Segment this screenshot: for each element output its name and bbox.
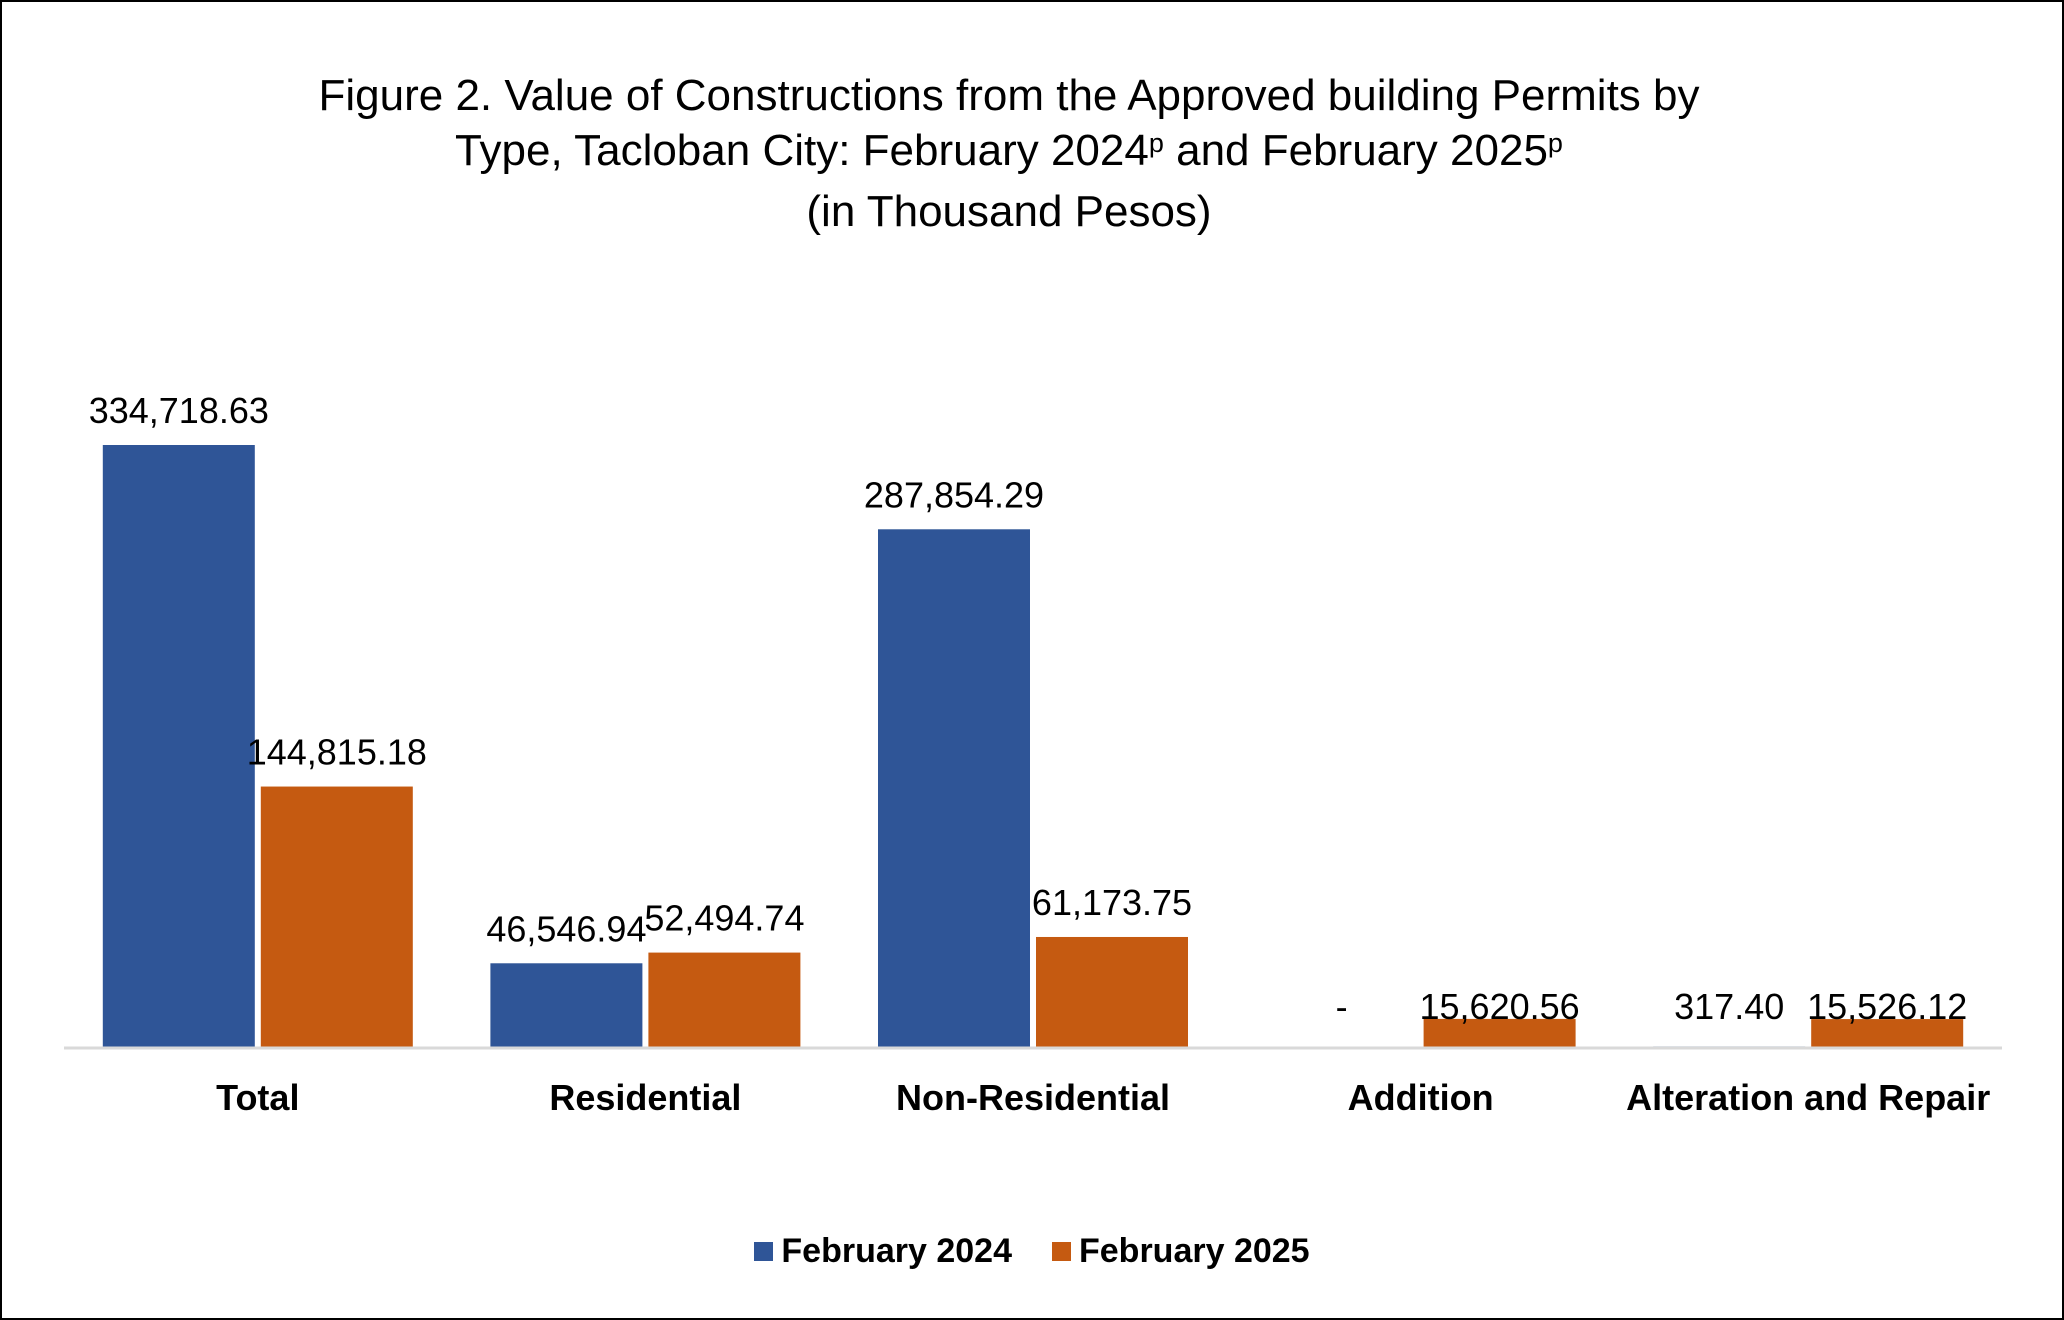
bar-non-residential-february-2024 bbox=[878, 529, 1030, 1047]
chart-title: Figure 2. Value of Constructions from th… bbox=[2, 68, 2016, 239]
title-line-2-part-b: and February 2025 bbox=[1163, 126, 1548, 175]
data-label-non-residential-february-2025: 61,173.75 bbox=[1032, 882, 1192, 923]
title-line-3: (in Thousand Pesos) bbox=[806, 187, 1212, 236]
legend-swatch-feb-2024 bbox=[754, 1242, 774, 1261]
bar-residential-february-2025 bbox=[648, 952, 801, 1047]
title-superscript-1: p bbox=[1148, 128, 1164, 158]
legend: February 2024 February 2025 bbox=[2, 1232, 2062, 1271]
title-line-1: Figure 2. Value of Constructions from th… bbox=[318, 71, 1700, 120]
bar-addition-february-2025 bbox=[1423, 1018, 1576, 1047]
title-line-2-part-a: Type, Tacloban City: February 2024 bbox=[455, 126, 1149, 175]
title-line-2: Type, Tacloban City: February 2024p and … bbox=[2, 123, 2016, 184]
bar-residential-february-2024 bbox=[490, 963, 643, 1047]
category-label-non-residential: Non-Residential bbox=[896, 1077, 1170, 1118]
bar-total-february-2025 bbox=[260, 786, 413, 1047]
data-label-addition-february-2024: - bbox=[1336, 986, 1348, 1027]
data-label-alteration-and-repair-february-2025: 15,526.12 bbox=[1807, 986, 1967, 1027]
data-label-alteration-and-repair-february-2024: 317.40 bbox=[1674, 986, 1784, 1027]
title-superscript-2: p bbox=[1547, 128, 1563, 158]
bar-alteration-and-repair-february-2025 bbox=[1811, 1019, 1964, 1047]
data-label-residential-february-2025: 52,494.74 bbox=[644, 898, 804, 939]
legend-label-feb-2024: February 2024 bbox=[781, 1232, 1012, 1270]
category-label-total: Total bbox=[216, 1077, 299, 1118]
data-label-total-february-2024: 334,718.63 bbox=[89, 390, 269, 431]
data-label-addition-february-2025: 15,620.56 bbox=[1420, 986, 1580, 1027]
bar-total-february-2024 bbox=[102, 445, 255, 1047]
legend-item-feb-2024: February 2024 bbox=[754, 1232, 1012, 1271]
category-label-residential: Residential bbox=[549, 1077, 741, 1118]
category-labels-group: Total Residential Non-Residential Addition A… bbox=[216, 1077, 1990, 1118]
legend-swatch-feb-2025 bbox=[1052, 1242, 1071, 1261]
category-label-alteration-and-repair: Alteration and Repair bbox=[1626, 1077, 1990, 1118]
data-label-residential-february-2024: 46,546.94 bbox=[486, 908, 646, 949]
data-label-non-residential-february-2024: 287,854.29 bbox=[864, 474, 1044, 515]
bars-group bbox=[102, 445, 1964, 1047]
category-label-addition: Addition bbox=[1348, 1077, 1494, 1118]
legend-label-feb-2025: February 2025 bbox=[1079, 1232, 1310, 1270]
legend-item-feb-2025: February 2025 bbox=[1052, 1232, 1310, 1271]
data-label-total-february-2025: 144,815.18 bbox=[247, 732, 427, 773]
bar-non-residential-february-2025 bbox=[1036, 936, 1188, 1047]
